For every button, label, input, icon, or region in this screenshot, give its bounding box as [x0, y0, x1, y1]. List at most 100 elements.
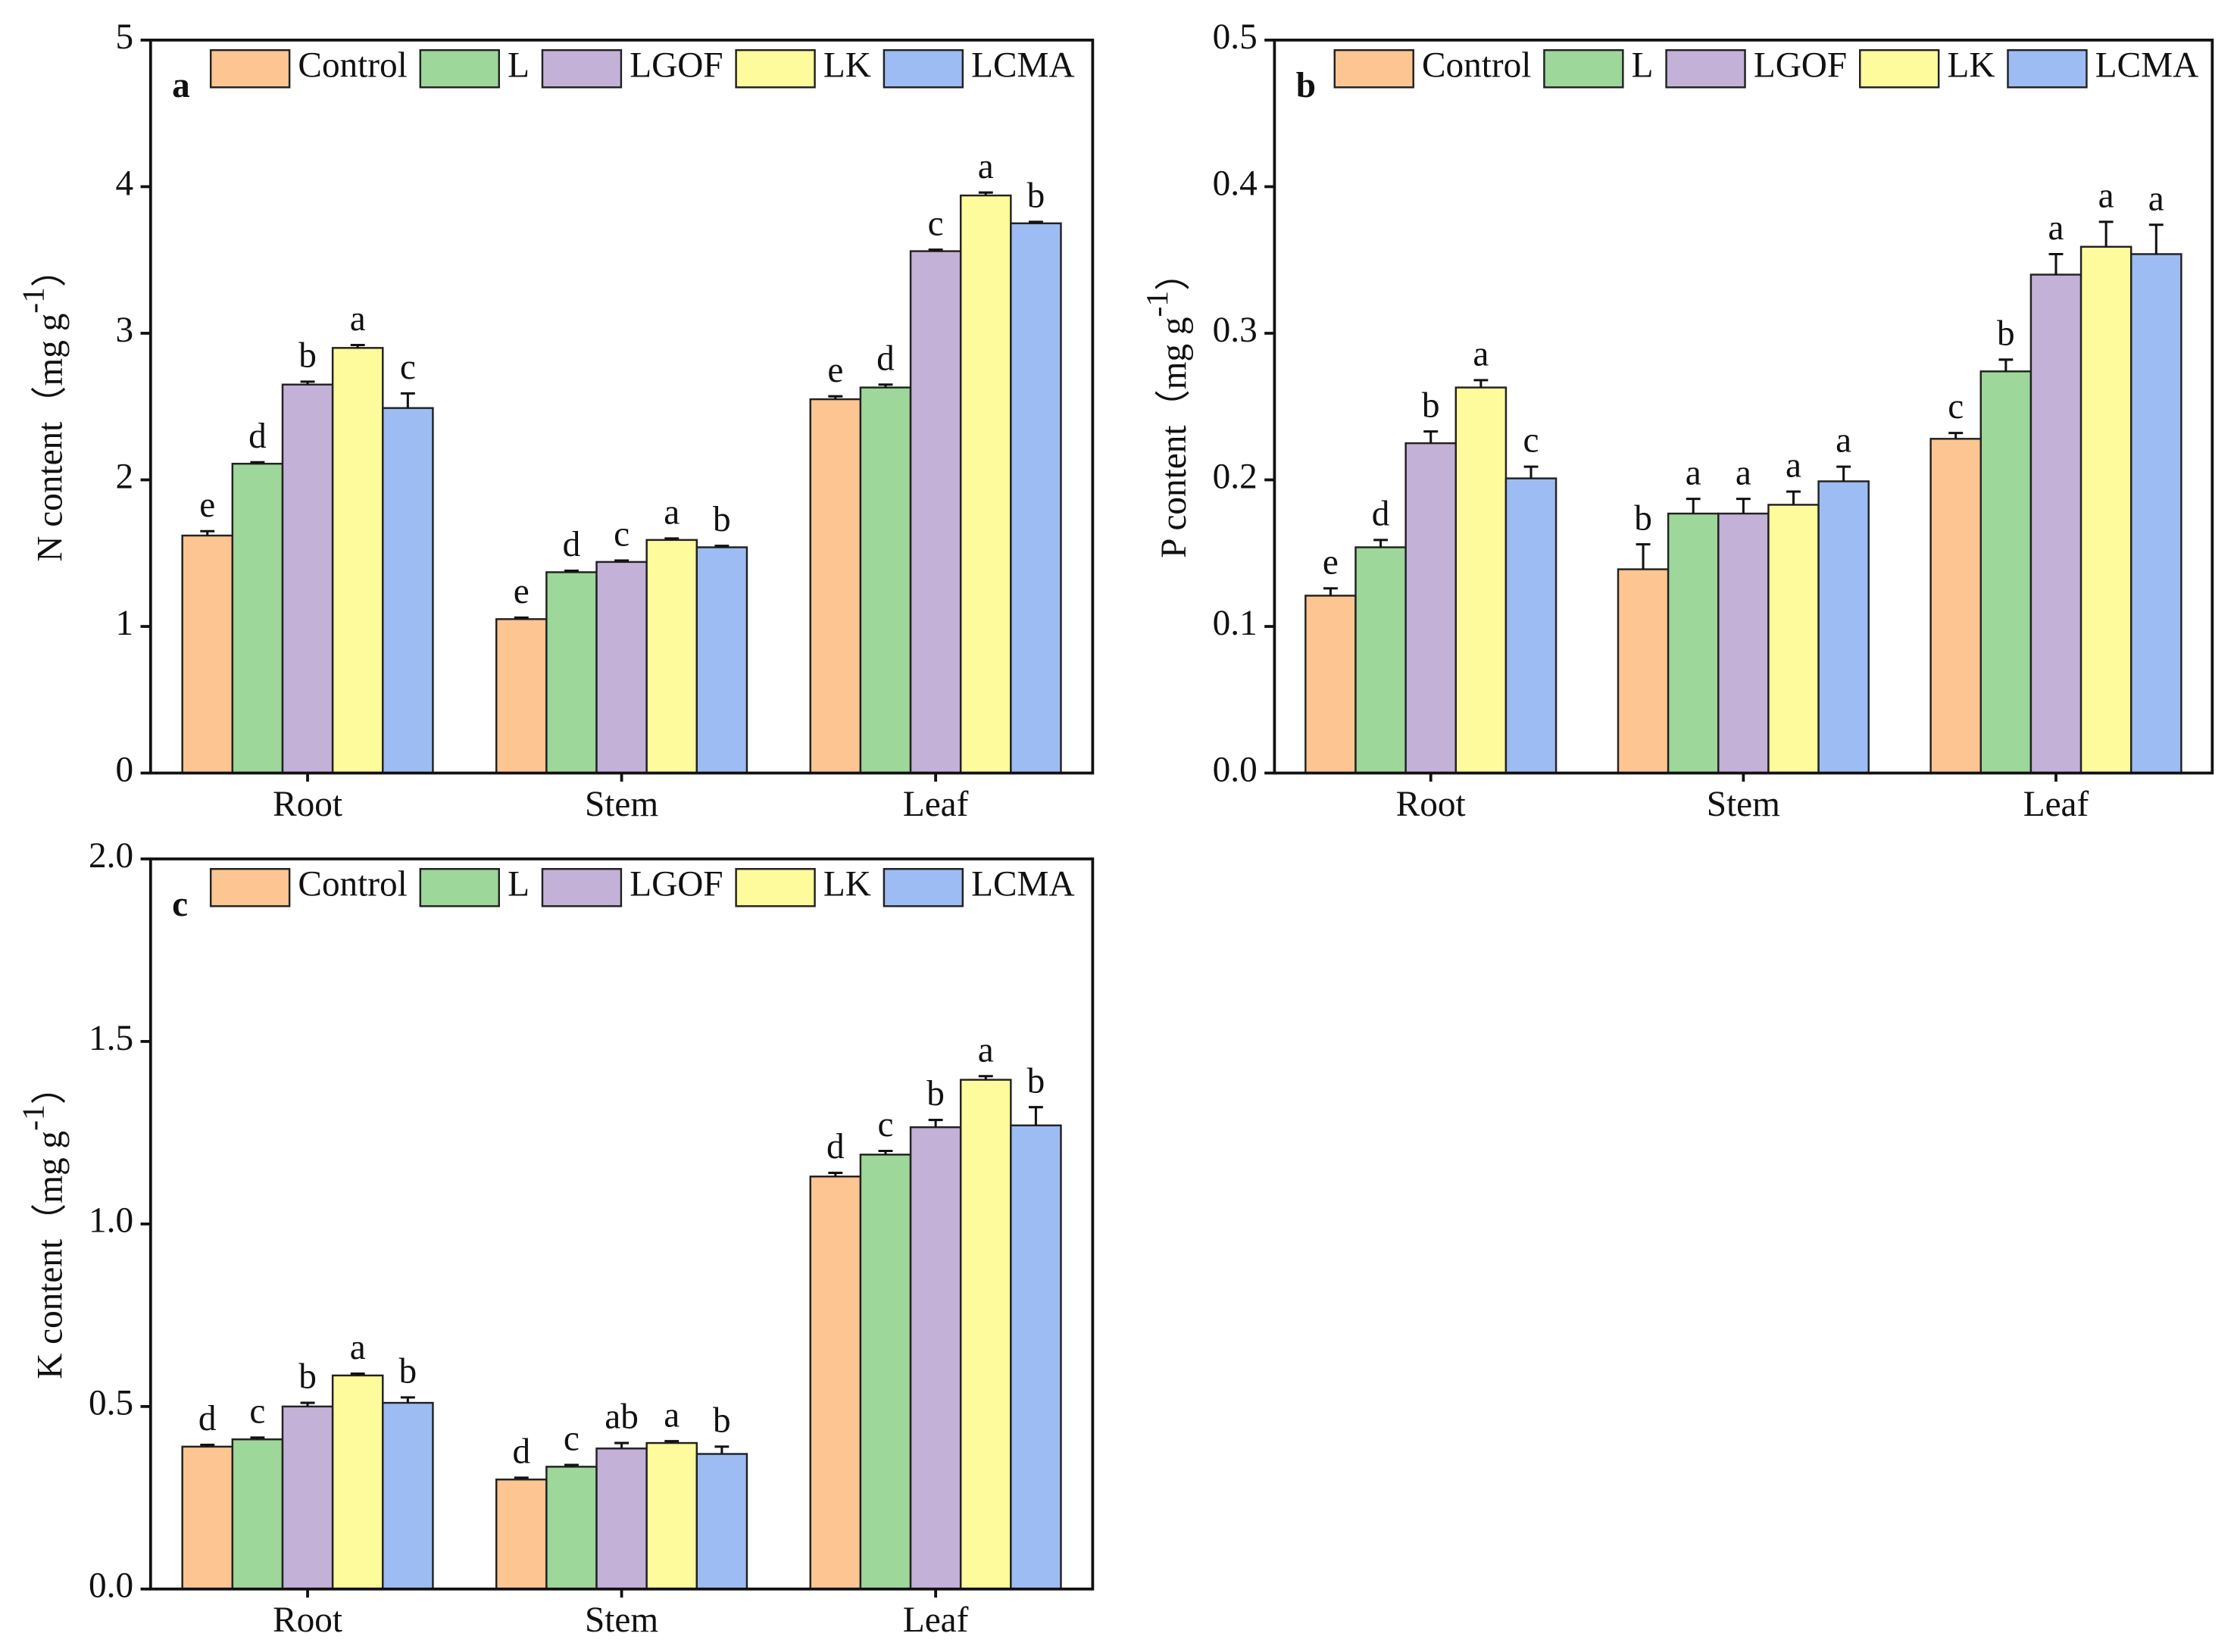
- bar: [1817, 480, 1870, 774]
- bar: [281, 1405, 334, 1591]
- y-tick-label: 2: [115, 457, 133, 496]
- error-bar: [1836, 465, 1851, 482]
- error-bar: [514, 1476, 529, 1480]
- error-bar: [978, 191, 993, 196]
- bar: [595, 1447, 648, 1591]
- bar: [1304, 595, 1357, 774]
- significance-letter: e: [514, 572, 530, 611]
- error-bar: [1786, 490, 1801, 505]
- bar: [695, 1453, 748, 1591]
- error-bar: [1686, 498, 1701, 514]
- bar: [1767, 504, 1820, 774]
- y-tick-label: 5: [115, 17, 133, 57]
- legend-swatch: [883, 867, 964, 907]
- significance-letter: a: [1686, 453, 1701, 492]
- legend-swatch: [209, 48, 291, 89]
- bar: [645, 539, 698, 774]
- error-bar: [1736, 498, 1751, 514]
- bar: [181, 1445, 234, 1591]
- significance-letter: c: [614, 515, 630, 554]
- bar: [331, 1374, 384, 1591]
- bar: [1504, 477, 1558, 774]
- legend-swatch: [1543, 48, 1624, 89]
- y-axis-title-part: -1: [15, 1104, 50, 1131]
- legend-swatch: [541, 867, 623, 907]
- error-bar: [614, 559, 630, 562]
- significance-letter: d: [563, 525, 581, 564]
- legend-swatch: [883, 48, 964, 89]
- significance-letter: b: [298, 336, 317, 375]
- x-tick-label: Leaf: [2023, 785, 2089, 824]
- significance-letter: b: [1634, 498, 1652, 538]
- legend-swatch: [419, 48, 500, 89]
- y-tick-label: 0.0: [1213, 750, 1258, 789]
- significance-letter: d: [1372, 494, 1390, 533]
- legend-label: L: [508, 46, 530, 86]
- significance-letter: b: [1997, 314, 2015, 353]
- legend-swatch: [209, 867, 291, 907]
- panel-label: a: [172, 66, 190, 105]
- bar: [1010, 1124, 1062, 1591]
- significance-letter: c: [928, 204, 944, 243]
- significance-letter: c: [249, 1391, 265, 1431]
- bar: [495, 618, 548, 774]
- bar: [645, 1441, 698, 1591]
- error-bar: [2098, 220, 2114, 247]
- legend-swatch: [1665, 48, 1746, 89]
- bar: [231, 1438, 284, 1591]
- y-tick-label: 0.1: [1213, 604, 1258, 643]
- y-axis-title: K content（mg g-1）: [15, 1069, 70, 1379]
- legend-label: L: [508, 865, 530, 904]
- y-tick-label: 0.0: [89, 1566, 133, 1606]
- error-bar: [350, 1372, 365, 1376]
- legend-swatch: [2007, 48, 2088, 89]
- significance-letter: b: [713, 1401, 731, 1440]
- error-bar: [828, 395, 843, 400]
- significance-letter: a: [978, 1030, 994, 1070]
- bar: [959, 1079, 1012, 1591]
- error-bar: [564, 569, 579, 573]
- bar: [959, 194, 1012, 774]
- y-tick-label: 1: [115, 604, 133, 643]
- y-tick-label: 1.5: [89, 1019, 133, 1058]
- significance-letter: d: [512, 1432, 530, 1471]
- legend-label: LCMA: [971, 46, 1074, 86]
- bar: [1979, 370, 2032, 774]
- bar: [1454, 386, 1508, 774]
- bar: [495, 1479, 548, 1591]
- significance-letter: e: [827, 351, 843, 390]
- y-axis-title-part: -1: [1139, 291, 1174, 317]
- legend-label: LGOF: [630, 865, 723, 904]
- significance-letter: a: [2148, 179, 2164, 218]
- significance-letter: d: [248, 417, 267, 456]
- bar: [909, 250, 962, 774]
- error-bar: [300, 380, 315, 385]
- x-tick-label: Root: [273, 785, 342, 824]
- bar: [545, 1466, 598, 1591]
- significance-letter: a: [2048, 208, 2064, 248]
- legend-label: LK: [1948, 46, 1995, 86]
- legend-label: LK: [823, 865, 871, 904]
- error-bar: [400, 1396, 415, 1404]
- error-bar: [878, 383, 893, 388]
- bar: [181, 534, 234, 774]
- legend-label: Control: [1422, 46, 1531, 86]
- legend-label: Control: [298, 865, 407, 904]
- error-bar: [250, 1436, 265, 1440]
- bar: [231, 462, 284, 774]
- error-bar: [1473, 379, 1489, 388]
- bar: [2029, 273, 2082, 774]
- significance-letter: d: [826, 1127, 845, 1166]
- bar: [595, 561, 648, 774]
- legend-label: LGOF: [1754, 46, 1847, 86]
- bar: [809, 1176, 862, 1591]
- panel-label: b: [1296, 66, 1316, 105]
- significance-letter: d: [198, 1399, 217, 1438]
- significance-letter: b: [713, 500, 731, 539]
- legend-label: LCMA: [971, 865, 1074, 904]
- significance-letter: a: [978, 147, 994, 186]
- bar: [1617, 568, 1670, 774]
